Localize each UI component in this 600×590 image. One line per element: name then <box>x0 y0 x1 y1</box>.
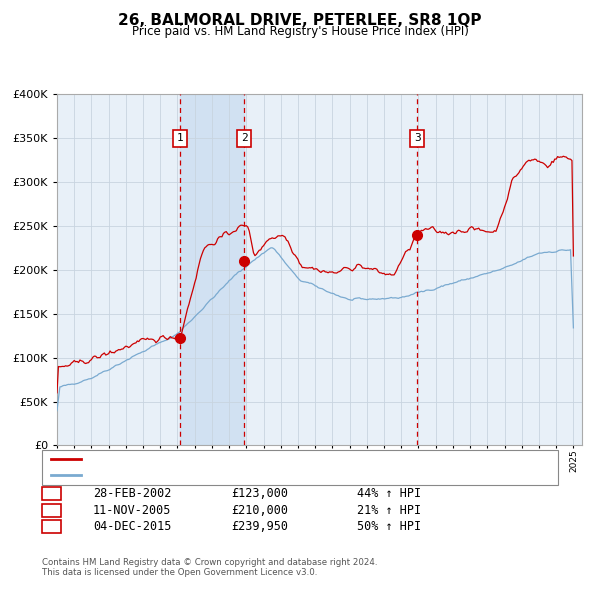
Text: £210,000: £210,000 <box>231 504 288 517</box>
Text: 2: 2 <box>48 504 55 517</box>
Text: £123,000: £123,000 <box>231 487 288 500</box>
Text: 28-FEB-2002: 28-FEB-2002 <box>93 487 172 500</box>
Text: 2: 2 <box>241 133 247 143</box>
Text: 26, BALMORAL DRIVE, PETERLEE, SR8 1QP: 26, BALMORAL DRIVE, PETERLEE, SR8 1QP <box>118 13 482 28</box>
Text: 44% ↑ HPI: 44% ↑ HPI <box>357 487 421 500</box>
Text: £239,950: £239,950 <box>231 520 288 533</box>
Text: 21% ↑ HPI: 21% ↑ HPI <box>357 504 421 517</box>
Text: 3: 3 <box>48 520 55 533</box>
Text: Price paid vs. HM Land Registry's House Price Index (HPI): Price paid vs. HM Land Registry's House … <box>131 25 469 38</box>
Text: 3: 3 <box>414 133 421 143</box>
Text: HPI: Average price, detached house, County Durham: HPI: Average price, detached house, Coun… <box>87 470 381 480</box>
Text: 1: 1 <box>48 487 55 500</box>
Text: 50% ↑ HPI: 50% ↑ HPI <box>357 520 421 533</box>
Text: 1: 1 <box>176 133 184 143</box>
Text: 11-NOV-2005: 11-NOV-2005 <box>93 504 172 517</box>
Text: 04-DEC-2015: 04-DEC-2015 <box>93 520 172 533</box>
Text: Contains HM Land Registry data © Crown copyright and database right 2024.
This d: Contains HM Land Registry data © Crown c… <box>42 558 377 577</box>
Bar <box>180 94 244 445</box>
Text: 26, BALMORAL DRIVE, PETERLEE, SR8 1QP (detached house): 26, BALMORAL DRIVE, PETERLEE, SR8 1QP (d… <box>87 454 411 464</box>
